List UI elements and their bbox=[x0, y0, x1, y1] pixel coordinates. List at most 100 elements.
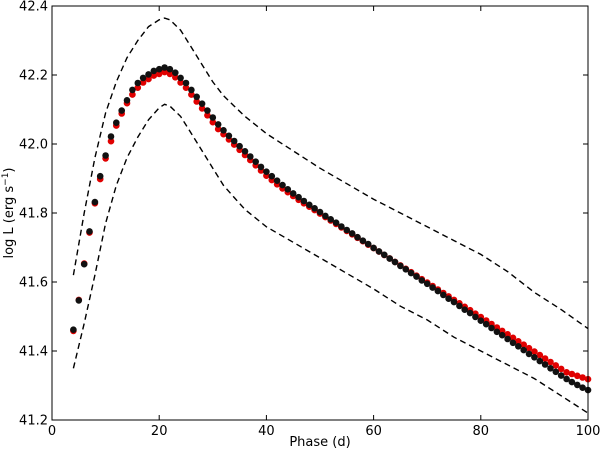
black-data-point bbox=[118, 107, 125, 114]
black-data-point bbox=[96, 172, 104, 180]
black-data-point bbox=[284, 186, 292, 193]
red-data-point bbox=[525, 344, 533, 352]
black-data-point bbox=[466, 309, 474, 317]
black-data-point bbox=[113, 119, 120, 126]
black-data-point bbox=[423, 280, 431, 288]
black-data-point bbox=[129, 86, 136, 94]
black-data-point bbox=[70, 326, 77, 334]
black-data-point bbox=[214, 121, 222, 128]
black-data-point bbox=[327, 216, 335, 223]
black-data-point bbox=[493, 328, 501, 336]
black-data-point bbox=[241, 148, 249, 155]
black-data-point bbox=[123, 97, 131, 104]
black-data-point bbox=[375, 248, 383, 255]
black-data-point bbox=[397, 262, 404, 270]
black-data-point bbox=[574, 381, 581, 389]
red-data-point bbox=[209, 118, 217, 126]
black-data-point bbox=[177, 74, 184, 82]
x-tick-label: 100 bbox=[576, 424, 600, 439]
red-data-point bbox=[198, 105, 206, 112]
black-data-point bbox=[563, 375, 570, 383]
black-data-point bbox=[381, 251, 388, 259]
y-axis-label-main: log L (erg s bbox=[2, 186, 17, 259]
black-data-point bbox=[445, 295, 452, 303]
black-data-point bbox=[209, 114, 217, 121]
black-data-point bbox=[172, 69, 179, 76]
red-data-point bbox=[134, 84, 142, 91]
red-data-point bbox=[145, 75, 152, 83]
ticks-group: 0 20 40 60 80 100 41.2 41.4 41.6 41.8 42.0 42.2 42.4 bbox=[19, 0, 600, 439]
black-data-point bbox=[429, 284, 436, 291]
red-data-point bbox=[504, 331, 511, 338]
black-data-point bbox=[386, 255, 394, 262]
black-data-point bbox=[354, 233, 361, 241]
black-data-point bbox=[557, 372, 565, 379]
black-data-point bbox=[472, 313, 479, 321]
red-data-point bbox=[155, 70, 163, 78]
x-tick-label: 20 bbox=[151, 424, 168, 439]
black-data-point bbox=[306, 201, 313, 209]
black-data-point bbox=[161, 64, 168, 71]
black-data-point bbox=[338, 223, 345, 230]
x-tick-label: 60 bbox=[365, 424, 382, 439]
black-data-point bbox=[482, 320, 490, 328]
black-data-point bbox=[525, 350, 533, 358]
black-data-point bbox=[247, 153, 254, 160]
red-data-point bbox=[182, 84, 190, 91]
red-data-point bbox=[520, 341, 527, 349]
red-data-point bbox=[214, 125, 222, 133]
black-data-point bbox=[188, 86, 195, 94]
red-data-point bbox=[139, 79, 147, 86]
black-data-point bbox=[579, 384, 586, 392]
black-data-point bbox=[477, 317, 485, 325]
y-axis-label-close: ) bbox=[2, 167, 17, 172]
black-data-point bbox=[541, 361, 549, 368]
red-data-point bbox=[166, 70, 174, 78]
black-data-point bbox=[220, 127, 227, 134]
black-data-point bbox=[450, 298, 458, 306]
black-data-point bbox=[536, 357, 544, 365]
red-data-point bbox=[536, 351, 544, 359]
dashed-lower-line bbox=[72, 103, 589, 414]
black-data-point bbox=[145, 71, 152, 78]
red-data-point bbox=[129, 91, 136, 98]
black-data-point bbox=[456, 302, 463, 310]
x-tick-label: 40 bbox=[258, 424, 275, 439]
red-data-point bbox=[563, 369, 570, 376]
black-data-point bbox=[204, 107, 211, 114]
red-data-point bbox=[107, 137, 115, 145]
red-data-point bbox=[509, 334, 517, 342]
red-data-point bbox=[172, 74, 179, 81]
y-axis-label-sup: −1 bbox=[1, 173, 11, 186]
black-data-point bbox=[332, 219, 340, 226]
black-data-point bbox=[552, 368, 560, 376]
black-data-point bbox=[407, 269, 415, 277]
black-data-point bbox=[107, 133, 115, 140]
black-data-point bbox=[102, 152, 109, 159]
black-data-point bbox=[515, 343, 522, 350]
black-data-point bbox=[225, 132, 233, 140]
black-data-point bbox=[252, 158, 259, 165]
y-tick-label: 41.4 bbox=[19, 345, 48, 360]
black-data-point bbox=[295, 193, 302, 201]
black-data-point bbox=[273, 177, 281, 184]
black-data-point bbox=[498, 331, 506, 339]
black-data-point bbox=[520, 346, 527, 354]
black-data-point bbox=[279, 181, 286, 189]
black-data-point bbox=[461, 306, 469, 314]
red-data-point bbox=[552, 362, 560, 369]
black-data-point bbox=[236, 142, 243, 150]
black-data-point bbox=[91, 198, 99, 206]
black-data-point bbox=[504, 335, 511, 343]
black-data-point bbox=[75, 297, 83, 304]
red-data-point bbox=[204, 112, 211, 119]
red-data-point bbox=[579, 374, 586, 381]
x-tick-label: 80 bbox=[473, 424, 490, 439]
black-data-point bbox=[155, 65, 163, 73]
black-data-point bbox=[434, 287, 442, 295]
black-data-point bbox=[402, 266, 410, 273]
y-tick-label: 41.6 bbox=[19, 276, 48, 291]
red-data-point bbox=[193, 98, 200, 105]
red-data-point bbox=[531, 348, 538, 355]
